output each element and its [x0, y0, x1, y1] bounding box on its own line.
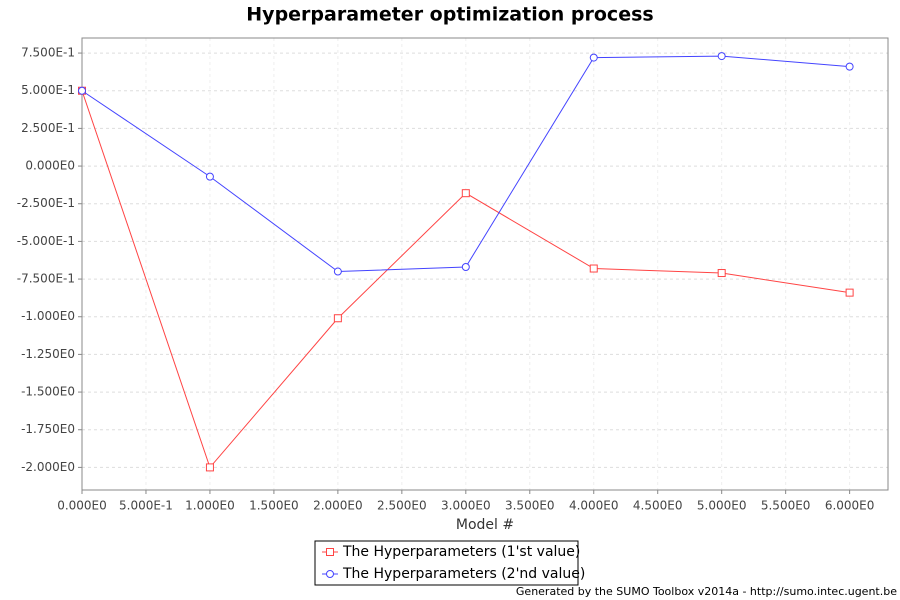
y-tick-label: -5.000E-1	[17, 234, 75, 248]
y-tick-label: -1.750E0	[21, 422, 75, 436]
point	[589, 264, 598, 273]
x-tick-label: 3.000E0	[441, 499, 491, 513]
point	[845, 288, 854, 297]
x-tick-label: 4.000E0	[569, 499, 619, 513]
chart-title: Hyperparameter optimization process	[246, 4, 653, 26]
x-tick-label: 2.000E0	[313, 499, 363, 513]
y-tick-label: 0.000E0	[25, 159, 75, 173]
point	[205, 463, 214, 472]
y-tick-label: -7.500E-1	[17, 272, 75, 286]
x-tick-label: 1.000E0	[185, 499, 235, 513]
footer: Generated by the SUMO Toolbox v2014a - h…	[516, 585, 897, 598]
y-tick-label: 5.000E-1	[21, 83, 75, 97]
point	[333, 267, 342, 276]
y-tick-label: -1.000E0	[21, 309, 75, 323]
x-tick-label: 0.000E0	[57, 499, 107, 513]
y-tick-label: -2.500E-1	[17, 196, 75, 210]
point	[717, 269, 726, 278]
x-axis-label: Model #	[456, 517, 514, 533]
point	[845, 62, 854, 71]
point	[78, 86, 86, 95]
x-tick-label: 3.500E0	[505, 499, 555, 513]
y-tick-label: -1.250E0	[21, 347, 75, 361]
y-tick-label: 7.500E-1	[21, 46, 75, 60]
legend-label: The Hyperparameters (2'nd value)	[342, 566, 585, 582]
point	[205, 172, 214, 181]
point	[461, 263, 470, 272]
x-tick-label: 6.000E0	[825, 499, 875, 513]
x-tick-label: 5.000E-1	[119, 499, 173, 513]
y-tick-label: -1.500E0	[21, 385, 75, 399]
point	[461, 189, 470, 198]
y-tick-label: 2.500E-1	[21, 121, 75, 135]
x-tick-label: 5.500E0	[761, 499, 811, 513]
x-tick-label: 2.500E0	[377, 499, 427, 513]
point	[333, 314, 342, 323]
y-tick-label: -2.000E0	[21, 460, 75, 474]
x-tick-label: 4.500E0	[633, 499, 683, 513]
legend-label: The Hyperparameters (1'st value)	[342, 544, 580, 560]
plot-border	[81, 37, 889, 491]
legend-marker	[326, 548, 334, 556]
point	[589, 53, 598, 62]
x-tick-label: 5.000E0	[697, 499, 747, 513]
plot-area	[82, 38, 888, 490]
legend-marker	[326, 570, 334, 578]
x-tick-label: 1.500E0	[249, 499, 299, 513]
point	[717, 52, 726, 61]
legend-box	[314, 540, 579, 586]
